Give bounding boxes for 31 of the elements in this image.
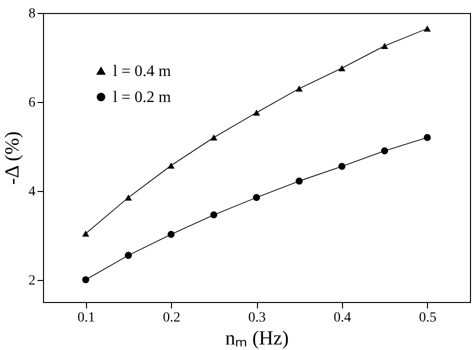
y-tick-label: 6 [28,95,36,110]
point [424,26,431,32]
y-tick-label: 8 [28,6,36,22]
legend-label: l = 0.4 m [113,63,172,80]
point [168,230,175,238]
x-tick-label: 0.2 [162,310,180,326]
x-tick-label: 0.3 [248,310,266,326]
y-axis-title: -Δ (%) [2,131,24,185]
point [252,110,260,116]
point [381,42,388,49]
point [168,162,175,169]
legend-label: l = 0.2 m [113,89,172,106]
point [381,147,388,154]
point [82,276,90,284]
y-tick-label: 2 [28,273,36,288]
point [124,252,132,259]
point [210,211,218,218]
y-tick-label: 4 [28,184,36,200]
point [210,134,218,141]
x-tick-label: 0.1 [77,310,95,326]
point [296,86,303,92]
point [296,178,303,185]
x-tick-label: 0.5 [419,310,437,326]
point [124,194,132,201]
point [82,230,90,237]
point [252,194,260,202]
point [424,134,431,142]
point [338,162,346,170]
x-axis-title: nₘ (Hz) [225,328,289,350]
x-tick-label: 0.4 [334,310,352,326]
point [338,65,346,72]
